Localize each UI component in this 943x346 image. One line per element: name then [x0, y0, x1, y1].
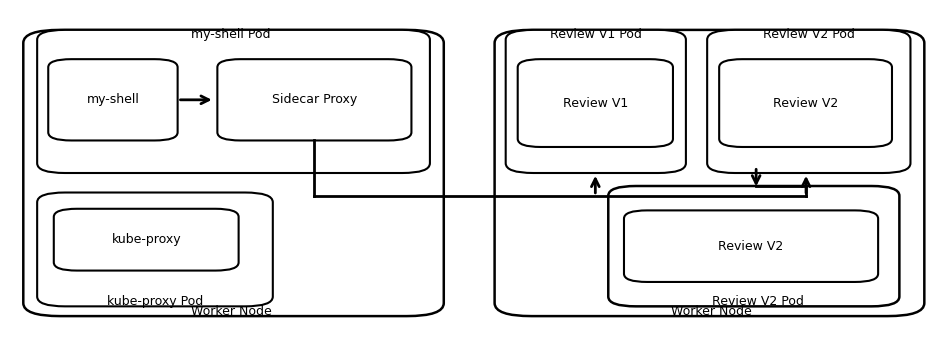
- FancyBboxPatch shape: [37, 30, 430, 173]
- Text: Review V2: Review V2: [773, 97, 838, 110]
- Text: kube-proxy: kube-proxy: [111, 233, 181, 246]
- Text: my-shell Pod: my-shell Pod: [191, 28, 271, 41]
- FancyBboxPatch shape: [37, 192, 273, 306]
- FancyBboxPatch shape: [505, 30, 686, 173]
- FancyBboxPatch shape: [24, 30, 444, 316]
- FancyBboxPatch shape: [48, 59, 177, 140]
- Text: Sidecar Proxy: Sidecar Proxy: [272, 93, 357, 106]
- FancyBboxPatch shape: [218, 59, 411, 140]
- FancyBboxPatch shape: [54, 209, 239, 271]
- Text: Review V2 Pod: Review V2 Pod: [712, 295, 804, 308]
- FancyBboxPatch shape: [707, 30, 910, 173]
- FancyBboxPatch shape: [720, 59, 892, 147]
- Text: kube-proxy Pod: kube-proxy Pod: [108, 295, 204, 308]
- Text: Review V2 Pod: Review V2 Pod: [763, 28, 854, 41]
- FancyBboxPatch shape: [518, 59, 673, 147]
- Text: Worker Node: Worker Node: [671, 305, 753, 318]
- Text: Review V1: Review V1: [563, 97, 628, 110]
- FancyBboxPatch shape: [624, 210, 878, 282]
- Text: my-shell: my-shell: [87, 93, 140, 106]
- Text: Review V1 Pod: Review V1 Pod: [551, 28, 642, 41]
- Text: Review V2: Review V2: [719, 240, 784, 253]
- FancyBboxPatch shape: [608, 186, 900, 306]
- Text: Worker Node: Worker Node: [190, 305, 272, 318]
- FancyBboxPatch shape: [495, 30, 924, 316]
